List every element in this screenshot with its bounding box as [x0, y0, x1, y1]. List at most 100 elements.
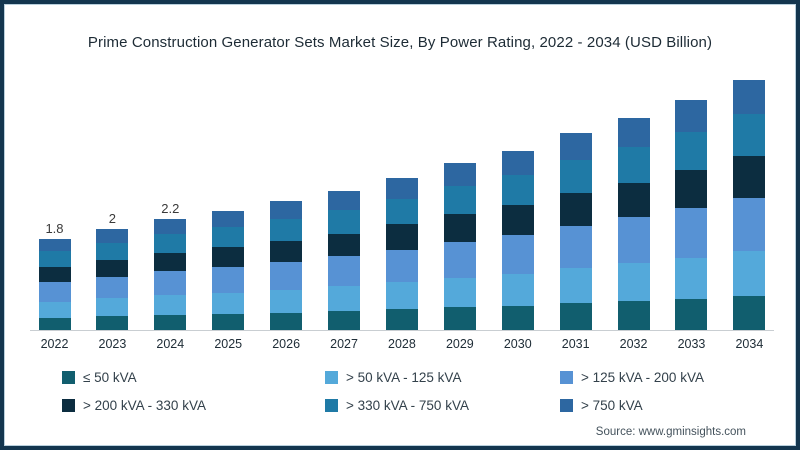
xaxis-label-2034: 2034: [735, 337, 764, 351]
stacked-bar-2029: [443, 163, 476, 330]
legend-label: > 125 kVA - 200 kVA: [581, 369, 704, 385]
bar-segment: [96, 276, 129, 299]
bar-segment: [154, 219, 187, 235]
bar-segment: [270, 312, 303, 330]
bar-segment: [154, 252, 187, 272]
bar-segment: [675, 170, 708, 209]
bar-segment: [154, 234, 187, 253]
bar-segment: [617, 146, 650, 183]
bar-segment: [328, 233, 361, 257]
bar-segment: [617, 117, 650, 147]
bar-segment: [38, 301, 71, 318]
bar-segment: [559, 267, 592, 304]
legend-item: > 125 kVA - 200 kVA: [560, 368, 780, 386]
bar-segment: [96, 242, 129, 260]
bar-segment: [733, 156, 766, 198]
bar-segment: [675, 131, 708, 171]
bar-segment: [385, 224, 418, 250]
bar-segment: [559, 225, 592, 268]
bar-segment: [270, 240, 303, 262]
bar-segment: [501, 235, 534, 274]
bar-segment: [617, 217, 650, 263]
bar-segment: [733, 296, 766, 330]
bar-column-2032: [605, 50, 662, 330]
bar-segment: [443, 307, 476, 330]
bar-segment: [443, 241, 476, 278]
legend-item: > 750 kVA: [560, 396, 780, 414]
xaxis-label-2023: 2023: [98, 337, 127, 351]
stacked-bar-2023: [96, 229, 129, 330]
bar-segment: [501, 150, 534, 176]
bar-column-2023: 2: [84, 50, 141, 330]
bar-segment: [96, 229, 129, 243]
x-axis-line: [30, 330, 774, 331]
stacked-bar-2033: [675, 100, 708, 330]
bar-segment: [38, 239, 71, 252]
stacked-bar-2025: [212, 211, 245, 330]
bar-segment: [328, 286, 361, 312]
legend-label: > 200 kVA - 330 kVA: [83, 397, 206, 413]
bar-total-label-2022: 1.8: [45, 221, 64, 237]
legend-label: > 750 kVA: [581, 397, 643, 413]
bar-segment: [96, 259, 129, 277]
xaxis-label-2022: 2022: [40, 337, 69, 351]
bar-segment: [328, 256, 361, 287]
xaxis-label-2028: 2028: [388, 337, 416, 351]
xaxis-label-2029: 2029: [445, 337, 474, 351]
bar-segment: [270, 201, 303, 219]
bar-column-2022: 1.8: [26, 50, 83, 330]
bar-segment: [559, 193, 592, 226]
bar-segment: [154, 314, 187, 330]
bar-column-2029: [431, 50, 488, 330]
legend-item: > 330 kVA - 750 kVA: [325, 396, 560, 414]
legend-item: ≤ 50 kVA: [62, 368, 325, 386]
xaxis-label-2033: 2033: [677, 337, 706, 351]
bar-segment: [96, 316, 129, 330]
legend-swatch-icon: [62, 370, 75, 384]
bar-segment: [38, 317, 71, 330]
bar-segment: [212, 211, 245, 227]
bar-segment: [270, 261, 303, 290]
legend: ≤ 50 kVA > 50 kVA - 125 kVA > 125 kVA - 20…: [62, 368, 780, 414]
bar-segment: [675, 208, 708, 258]
xaxis-label-2027: 2027: [330, 337, 358, 351]
xaxis-label-2030: 2030: [503, 337, 532, 351]
bar-segment: [675, 100, 708, 132]
bar-column-2024: 2.2: [142, 50, 199, 330]
bar-segment: [501, 175, 534, 206]
bar-segment: [443, 214, 476, 242]
bar-segment: [212, 266, 245, 293]
bar-segment: [38, 251, 71, 267]
bar-segment: [675, 257, 708, 300]
bar-segment: [212, 247, 245, 267]
bar-segment: [38, 282, 71, 302]
bar-segment: [270, 289, 303, 313]
xaxis-labels: 2022 2023 2024 2025 2026 2027 2028 2029 2030 2031…: [26, 337, 778, 351]
legend-swatch-icon: [560, 370, 573, 384]
bar-column-2030: [489, 50, 546, 330]
bar-column-2025: [200, 50, 257, 330]
bar-segment: [501, 305, 534, 330]
bar-segment: [38, 266, 71, 283]
bar-segment: [385, 282, 418, 310]
stacked-bar-2026: [270, 201, 303, 330]
stacked-bar-2032: [617, 117, 650, 330]
stacked-bar-2030: [501, 150, 534, 330]
bar-segment: [733, 80, 766, 115]
bar-segment: [733, 197, 766, 252]
bar-segment: [328, 191, 361, 210]
bar-segment: [385, 249, 418, 283]
stacked-bar-2031: [559, 133, 592, 330]
bar-segment: [617, 182, 650, 218]
stacked-bar-2034: [733, 80, 766, 330]
bar-segment: [617, 262, 650, 302]
legend-label: ≤ 50 kVA: [83, 369, 137, 385]
legend-label: > 50 kVA - 125 kVA: [346, 369, 462, 385]
stacked-bar-2027: [328, 191, 361, 330]
legend-swatch-icon: [325, 398, 338, 412]
bar-segment: [559, 303, 592, 330]
bar-segment: [96, 298, 129, 317]
bar-total-label-2024: 2.2: [161, 201, 180, 217]
bar-column-2027: [316, 50, 373, 330]
source-credit: Source: www.gminsights.com: [595, 426, 746, 438]
